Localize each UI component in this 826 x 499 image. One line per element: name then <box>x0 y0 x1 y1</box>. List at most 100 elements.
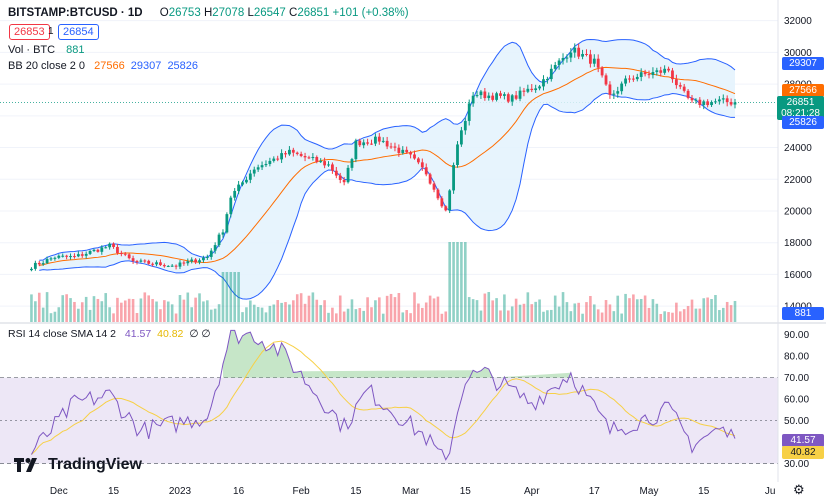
candle-body <box>366 142 369 144</box>
volume-bar <box>292 300 295 322</box>
rsi-axis-tick: 30.00 <box>784 459 809 470</box>
candle-body <box>155 262 158 265</box>
volume-bar <box>272 304 276 322</box>
candle-body <box>596 58 600 68</box>
candle-body <box>280 153 284 160</box>
candle-body <box>170 265 174 267</box>
candle-body <box>702 101 706 105</box>
volume-bar <box>139 298 143 322</box>
candle-body <box>45 259 49 264</box>
candle-body <box>76 254 80 257</box>
volume-legend[interactable]: Vol · BTC 881 <box>8 44 85 56</box>
time-axis-tick: Feb <box>293 486 311 497</box>
candle-body <box>123 253 127 255</box>
volume-bar <box>331 307 334 322</box>
volume-bar <box>647 307 651 322</box>
volume-bar <box>682 309 686 322</box>
volume-bar <box>608 304 612 322</box>
volume-bar <box>565 302 569 322</box>
bb-basis-tag: 27566 <box>782 84 824 97</box>
candle-body <box>518 90 522 99</box>
symbol-title[interactable]: BITSTAMP:BTCUSD · 1D <box>8 7 143 19</box>
candle-body <box>135 261 139 263</box>
volume-bar <box>198 293 201 322</box>
bb-upper-value: 29307 <box>130 60 162 72</box>
candle-body <box>460 130 463 145</box>
volume-bar <box>592 304 596 322</box>
candle-body <box>561 57 565 61</box>
volume-bar <box>362 310 365 322</box>
volume-bar <box>686 306 690 322</box>
volume-bar <box>252 304 256 322</box>
volume-bar <box>706 297 709 322</box>
candle-body <box>522 90 526 92</box>
candle-body <box>307 157 311 159</box>
candle-body <box>139 260 143 262</box>
volume-bar <box>346 308 350 322</box>
bb-legend[interactable]: BB 20 close 2 0 27566 29307 25826 <box>8 60 198 72</box>
candle-body <box>674 79 678 86</box>
volume-bar <box>585 302 588 322</box>
tradingview-logo[interactable]: TradingView <box>14 456 142 474</box>
volume-bar <box>624 293 627 322</box>
gear-icon[interactable]: ⚙ <box>793 482 805 497</box>
tradingview-wordmark: TradingView <box>48 456 142 473</box>
buy-price-button[interactable]: 26854 <box>58 24 99 40</box>
sell-price-button[interactable]: 26853 <box>9 24 50 40</box>
volume-bar <box>288 304 291 322</box>
candle-body <box>319 161 323 163</box>
candle-body <box>213 245 217 251</box>
volume-bar <box>667 312 670 322</box>
volume-bar <box>295 294 299 322</box>
candle-body <box>229 197 233 215</box>
candle-body <box>245 179 248 183</box>
candle-body <box>88 251 92 254</box>
candle-body <box>405 149 409 153</box>
candle-body <box>585 53 588 55</box>
candle-body <box>397 147 401 153</box>
bb-basis-value: 27566 <box>94 60 125 72</box>
volume-bar <box>464 242 467 322</box>
candle-body <box>221 232 225 235</box>
candle-body <box>377 136 381 142</box>
candle-body <box>37 262 41 265</box>
rsi-legend[interactable]: RSI 14 close SMA 14 2 41.57 40.82 ∅ ∅ <box>8 328 211 340</box>
candle-body <box>49 258 53 260</box>
volume-legend-label: Vol · BTC <box>8 44 56 56</box>
volume-bar <box>127 298 131 322</box>
candle-body <box>647 74 651 76</box>
candle-body <box>428 174 432 184</box>
volume-bar <box>299 293 303 322</box>
candle-body <box>440 198 444 207</box>
volume-bar <box>229 272 233 322</box>
candle-body <box>502 94 506 96</box>
candle-body <box>100 247 104 252</box>
volume-bar <box>34 301 37 322</box>
volume-bar <box>49 313 53 322</box>
candle-body <box>268 160 272 164</box>
candle-body <box>186 261 190 264</box>
candle-body <box>69 256 72 258</box>
time-axis-tick: 15 <box>350 486 362 497</box>
candle-body <box>612 93 616 95</box>
volume-bar <box>639 298 643 322</box>
candle-body <box>108 243 112 248</box>
volume-bar <box>569 311 573 322</box>
candle-body <box>452 165 455 191</box>
candle-body <box>690 97 694 101</box>
volume-bar <box>327 312 330 322</box>
volume-bar <box>589 295 592 322</box>
volume-bar <box>147 295 151 322</box>
candle-body <box>608 84 612 95</box>
bb-basis-line <box>39 66 736 266</box>
candle-body <box>57 255 61 258</box>
volume-bar <box>73 301 76 322</box>
candle-body <box>655 70 659 73</box>
volume-bar <box>444 311 448 322</box>
volume-bar <box>202 301 205 322</box>
volume-bar <box>370 307 373 322</box>
price-axis-tick: 32000 <box>784 16 812 27</box>
candle-body <box>631 78 635 80</box>
open-label: O <box>159 7 169 19</box>
